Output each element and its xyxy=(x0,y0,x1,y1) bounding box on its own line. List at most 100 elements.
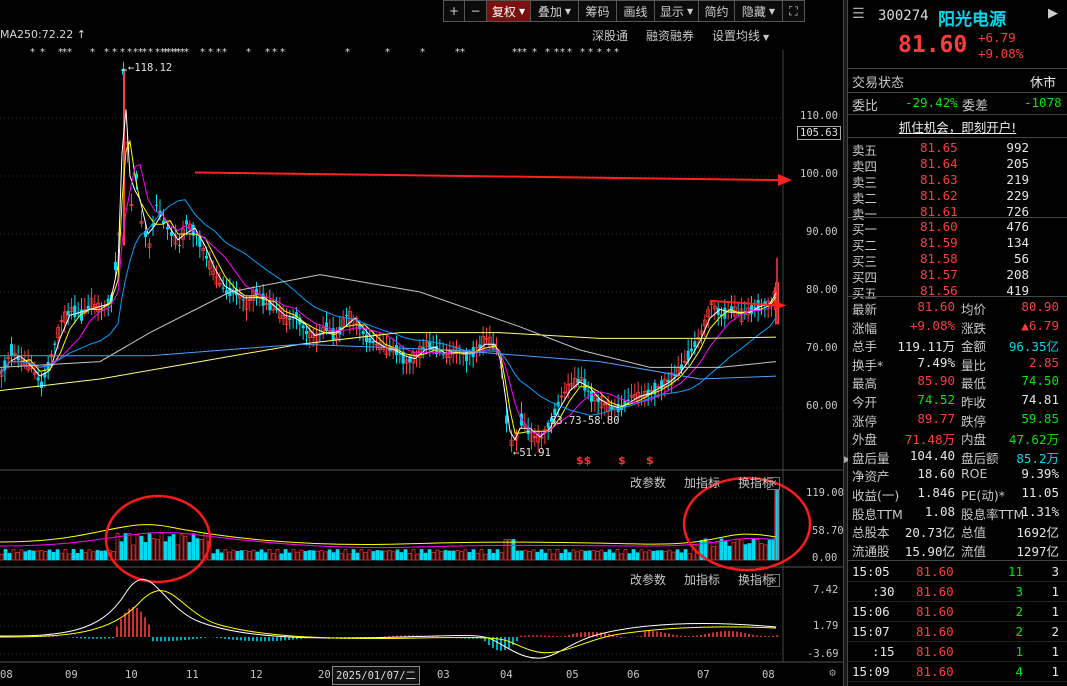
toolbar-button-5[interactable]: 画线 xyxy=(617,0,655,22)
volume-bar xyxy=(411,549,416,561)
candle-body xyxy=(673,374,677,376)
asks-level[interactable]: 卖三 81.63 219 xyxy=(848,172,1067,190)
volume-bar xyxy=(87,549,92,561)
stat-value: 96.35亿 xyxy=(1008,339,1059,355)
toolbar-button-1[interactable]: − xyxy=(465,0,487,22)
volume-bar xyxy=(215,549,220,561)
x-month-label: 05 xyxy=(566,669,579,681)
toolbar-button-4[interactable]: 筹码 xyxy=(579,0,617,22)
bids-level[interactable]: 买五 81.56 419 xyxy=(848,283,1067,301)
volume-bar xyxy=(715,540,720,561)
volume-bar xyxy=(287,552,292,561)
resistance-arrow-line xyxy=(194,171,781,182)
candle-body xyxy=(599,396,604,409)
tick-count: 1 xyxy=(1051,584,1059,599)
toolbar-button-0[interactable]: + xyxy=(443,0,465,22)
volume-bar xyxy=(403,549,408,561)
link-margin-trading[interactable]: 融资融券 xyxy=(646,29,695,43)
candle-body xyxy=(720,314,723,317)
close-volume-panel-icon[interactable]: ✕ xyxy=(767,477,780,490)
candle-body xyxy=(66,311,70,316)
candle-body xyxy=(666,380,670,382)
link-edit-params[interactable]: 改参数 xyxy=(630,476,667,490)
kline-chart-area[interactable]: * * * * * * * * * * * * * * * * * * * * * * * * * * * * * * * * * * * * * * * *… xyxy=(0,22,844,686)
link-switch-indicator[interactable]: 换指标 xyxy=(738,476,775,490)
candle-body xyxy=(185,220,188,225)
bids-level[interactable]: 买一 81.60 476 xyxy=(848,219,1067,237)
candle-body xyxy=(170,232,173,236)
last-price-box: 105.63 xyxy=(797,126,841,140)
star-marker: * xyxy=(170,47,175,58)
volume-bar xyxy=(311,550,316,561)
volume-bar xyxy=(719,538,724,561)
toolbar-button-8[interactable]: 隐藏 ▼ xyxy=(735,0,783,22)
toolbar-button-label: 画线 xyxy=(623,4,648,19)
dollar-marker: $$ xyxy=(576,454,592,467)
volume-bar xyxy=(611,552,616,561)
candle-body xyxy=(341,318,346,328)
next-stock-icon[interactable]: ▶ xyxy=(1048,6,1058,21)
collapse-arrow-icon[interactable]: ▶ xyxy=(844,455,851,465)
stat-value: 74.81 xyxy=(1021,392,1059,407)
link-shenguotong[interactable]: 深股通 xyxy=(592,29,629,43)
toolbar-button-9[interactable]: ⛶ xyxy=(783,0,805,22)
stat-row: 总手 119.11万 金额 96.35亿 xyxy=(848,335,1067,355)
volume-bar xyxy=(627,553,632,561)
volume-bar xyxy=(51,551,56,561)
asks-level[interactable]: 卖一 81.61 726 xyxy=(848,204,1067,222)
link-set-ma[interactable]: 设置均线 ▼ xyxy=(712,29,770,43)
stat-value: 20.73亿 xyxy=(904,525,955,541)
settings-icon[interactable]: ⚙ xyxy=(828,668,837,679)
tick-volume: 2 xyxy=(1015,604,1023,619)
link-switch-indicator[interactable]: 换指标 xyxy=(738,573,775,587)
toolbar-button-2[interactable]: 复权 ▼ xyxy=(487,0,531,22)
volume-bar xyxy=(683,549,688,561)
bids-level[interactable]: 买四 81.57 208 xyxy=(848,267,1067,285)
star-marker: * xyxy=(460,47,465,58)
asks-level[interactable]: 卖四 81.64 205 xyxy=(848,156,1067,174)
stat-value: 71.48万 xyxy=(904,432,955,448)
bids-level[interactable]: 买三 81.58 56 xyxy=(848,251,1067,269)
candle-body xyxy=(100,309,103,311)
macd-tick: 7.42 xyxy=(813,584,839,596)
panel-divider[interactable]: ▶ xyxy=(843,0,851,686)
volume-bar xyxy=(79,549,84,561)
volume-ma-line xyxy=(0,531,777,549)
volume-bar xyxy=(419,549,424,561)
link-add-indicator[interactable]: 加指标 xyxy=(684,476,721,490)
star-marker: * xyxy=(606,47,611,58)
volume-bar xyxy=(295,551,300,561)
bids-level[interactable]: 买二 81.59 134 xyxy=(848,235,1067,253)
volume-bar xyxy=(763,544,768,561)
volume-bar xyxy=(539,549,544,561)
open-account-link[interactable]: 抓住机会，即刻开户! xyxy=(898,120,1017,135)
weicha-value: -1078 xyxy=(1024,95,1062,110)
toolbar-button-7[interactable]: 简约 xyxy=(699,0,735,22)
toolbar-button-6[interactable]: 显示 ▼ xyxy=(655,0,699,22)
asks-level[interactable]: 卖五 81.65 992 xyxy=(848,140,1067,158)
tick-row: 15:05 81.60 11 3 xyxy=(848,562,1067,582)
link-add-indicator[interactable]: 加指标 xyxy=(684,573,721,587)
promo-banner[interactable]: 抓住机会，即刻开户! xyxy=(848,117,1067,136)
toolbar-button-3[interactable]: 叠加 ▼ xyxy=(531,0,579,22)
asks-level[interactable]: 卖二 81.62 229 xyxy=(848,188,1067,206)
book-volume: 476 xyxy=(1006,219,1029,234)
volume-bar xyxy=(243,550,248,561)
candle-body xyxy=(155,204,158,206)
weibi-value: -29.42% xyxy=(905,95,958,110)
menu-icon[interactable]: ☰ xyxy=(852,6,865,22)
cursor-date-label: 2025/01/07/二 xyxy=(332,666,421,685)
x-month-label: 09 xyxy=(65,669,78,681)
link-edit-params[interactable]: 改参数 xyxy=(630,573,667,587)
candle-body xyxy=(590,390,593,402)
candle-body xyxy=(556,401,560,407)
candle-body xyxy=(129,204,134,206)
current-price: 81.60 xyxy=(898,32,968,58)
volume-bar xyxy=(339,553,344,561)
close-macd-panel-icon[interactable]: ✕ xyxy=(767,574,780,587)
kline-chart-svg[interactable]: * * * * * * * * * * * * * * * *** *** * * * * * * * * * * * * * * * * * * *… xyxy=(0,22,843,686)
book-volume: 229 xyxy=(1006,188,1029,203)
volume-bar xyxy=(555,549,560,561)
candle-body xyxy=(275,308,278,311)
stat-label: 净资产 xyxy=(852,469,890,485)
